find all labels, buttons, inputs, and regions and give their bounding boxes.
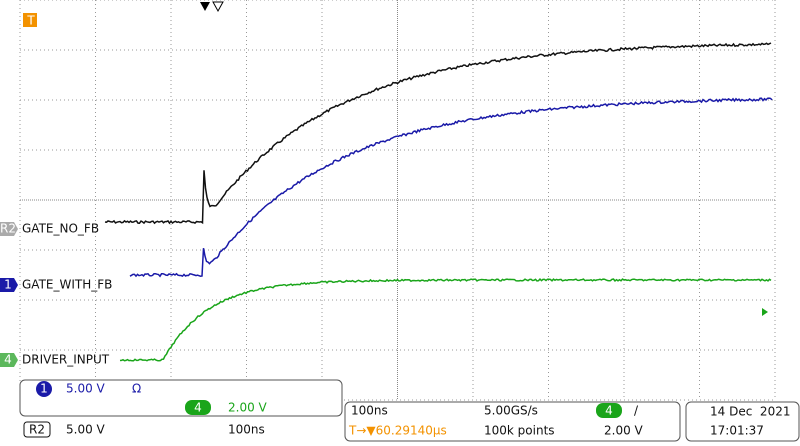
- channel-marker: R2: [0, 222, 16, 236]
- trigger-source-badge: [596, 403, 622, 418]
- channel-label: GATE_NO_FB: [22, 222, 99, 236]
- ref2-marker: R2: [29, 423, 45, 437]
- channel-marker: 1: [4, 278, 12, 292]
- trigger-slope: /: [634, 404, 639, 418]
- ref2-time: 100ns: [228, 423, 265, 437]
- trigger-marker-box: [23, 13, 37, 27]
- channel-marker: 4: [4, 353, 12, 367]
- ch1-badge: [36, 381, 52, 397]
- ch1-scale: 5.00 V: [66, 382, 106, 396]
- delay-marker: [212, 1, 224, 13]
- trigger-position: T→▼60.29140µs: [348, 424, 447, 438]
- waveform-gate-no-fb: [104, 42, 772, 225]
- waveform-driver-input: [119, 278, 772, 362]
- channel-panel: [19, 379, 343, 417]
- waveform-gate-with-fb: [129, 97, 773, 278]
- time-per-div: 100ns: [351, 404, 388, 418]
- date-panel: [685, 401, 800, 442]
- channel-label: DRIVER_INPUT: [22, 353, 110, 367]
- trigger-level: 2.00 V: [604, 424, 644, 438]
- ch4-badge: [185, 400, 211, 415]
- ref2-scale: 5.00 V: [66, 423, 106, 437]
- ch4-marker: 4: [194, 401, 202, 415]
- record-length: 100k points: [484, 424, 555, 438]
- ch4-scale: 2.00 V: [228, 401, 268, 415]
- trigger-time-marker: [200, 2, 210, 11]
- ch1-marker: 1: [40, 382, 48, 396]
- channel-marker-bg: [0, 222, 18, 236]
- graticule: [19, 0, 776, 401]
- date: 14 Dec 2021: [710, 405, 790, 419]
- ref2-badge: [23, 421, 51, 438]
- time: 17:01:37: [710, 424, 764, 438]
- trigger-source: 4: [605, 404, 613, 418]
- trigger-level-marker: [762, 308, 768, 316]
- trigger-marker: T: [26, 14, 35, 28]
- channel-marker-bg: [0, 278, 18, 292]
- ch1-coupling: Ω: [132, 382, 141, 396]
- sample-rate: 5.00GS/s: [484, 404, 538, 418]
- channel-label: GATE_WITH_FB: [22, 278, 112, 292]
- channel-marker-bg: [0, 353, 18, 367]
